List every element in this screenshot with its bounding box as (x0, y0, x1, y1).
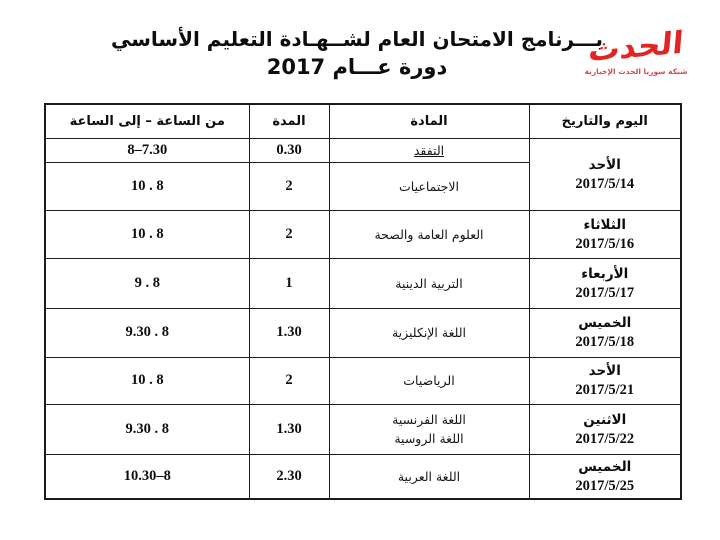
day-name: الخميس (578, 315, 632, 331)
table-row: الاجتماعيات 2 10 . 8 (44, 161, 681, 211)
time-cell: 9.30 . 8 (44, 403, 250, 455)
duration-cell: 1 (248, 257, 330, 309)
subject-cell: الاجتماعيات (328, 161, 530, 211)
alhadath-logo: الحدث شبكة سوريا الحدث الإخبارية (584, 25, 688, 77)
day-date: 2017/5/14 (575, 175, 635, 192)
subject-cell: التفقد (328, 137, 530, 163)
time-cell: 9 . 8 (44, 257, 250, 309)
day-name: الثلاثاء (583, 216, 627, 233)
day-cell: الثلاثاء 2017/5/16 (528, 209, 682, 259)
time-cell: 8–7.30 (44, 137, 250, 163)
day-cell: الأحد 2017/5/14 (528, 137, 682, 211)
subject-line2: اللغة الروسية (394, 431, 464, 446)
day-name: الأربعاء (581, 265, 629, 282)
time-cell: 10 . 8 (44, 161, 250, 211)
subject-cell: العلوم العامة والصحة (328, 209, 530, 259)
day-date: 2017/5/16 (575, 235, 635, 252)
day-name: الأحد (588, 363, 621, 379)
subject-cell: اللغة العربية (328, 453, 530, 500)
subject-cell: الرياضيات (328, 356, 530, 405)
day-date: 2017/5/21 (575, 382, 635, 398)
time-cell: 9.30 . 8 (44, 307, 250, 358)
duration-cell: 1.30 (248, 403, 330, 455)
day-cell: الخميس 2017/5/18 (528, 307, 682, 358)
subject-cell: اللغة الإنكليزية (328, 307, 530, 358)
table-row: الخميس 2017/5/18 اللغة الإنكليزية 1.30 9… (44, 307, 682, 358)
exam-schedule-table: اليوم والتاريخ المادة المدة من الساعة – … (44, 103, 682, 500)
table-row: الأربعاء 2017/5/17 التربية الدينية 1 9 .… (44, 257, 682, 309)
header-duration: المدة (248, 103, 330, 139)
page-title: بـــرنامج الامتحان العام لشــهـادة التعل… (64, 25, 650, 81)
duration-cell: 2 (248, 356, 330, 405)
header-day-date: اليوم والتاريخ (528, 103, 682, 139)
duration-cell: 2 (248, 161, 330, 211)
day-name: الأحد (588, 156, 621, 173)
day-date: 2017/5/18 (575, 334, 635, 350)
table-row: الأحد 2017/5/21 الرياضيات 2 10 . 8 (44, 356, 682, 405)
day-date: 2017/5/25 (575, 477, 635, 494)
table-row: الأحد 2017/5/14 التفقد 0.30 8–7.30 (44, 137, 682, 211)
day-name: الخميس (578, 458, 632, 475)
duration-cell: 0.30 (248, 137, 330, 163)
table-row: الاثنين 2017/5/22 اللغة الفرنسية اللغة ا… (44, 403, 682, 455)
duration-cell: 1.30 (248, 307, 330, 358)
page-title-line2: دورة عـــام 2017 (266, 55, 448, 79)
table-row: الخميس 2017/5/25 اللغة العربية 2.30 10.3… (44, 453, 682, 500)
day-date: 2017/5/17 (575, 284, 635, 301)
time-cell: 10.30–8 (44, 453, 250, 500)
subject-cell: اللغة الفرنسية اللغة الروسية (328, 403, 530, 455)
table-row: الثلاثاء 2017/5/16 العلوم العامة والصحة … (44, 209, 682, 259)
subject-line1: اللغة الفرنسية (392, 412, 466, 427)
header-time: من الساعة – إلى الساعة (44, 103, 250, 139)
header-subject: المادة (328, 103, 530, 139)
time-cell: 10 . 8 (44, 356, 250, 405)
table-header-row: اليوم والتاريخ المادة المدة من الساعة – … (44, 103, 682, 139)
day-cell: الخميس 2017/5/25 (528, 453, 682, 500)
day-cell: الأربعاء 2017/5/17 (528, 257, 682, 309)
alhadath-logo-tagline: شبكة سوريا الحدث الإخبارية (584, 67, 688, 76)
day-date: 2017/5/22 (575, 430, 635, 447)
day-cell: الاثنين 2017/5/22 (528, 403, 682, 455)
alhadath-logo-icon: الحدث (587, 24, 685, 70)
day-name: الاثنين (583, 411, 627, 428)
duration-cell: 2.30 (248, 453, 330, 500)
time-cell: 10 . 8 (44, 209, 250, 259)
page-title-line1: بـــرنامج الامتحان العام لشــهـادة التعل… (110, 27, 603, 51)
duration-cell: 2 (248, 209, 330, 259)
subject-cell: التربية الدينية (328, 257, 530, 309)
day-cell: الأحد 2017/5/21 (528, 356, 682, 405)
